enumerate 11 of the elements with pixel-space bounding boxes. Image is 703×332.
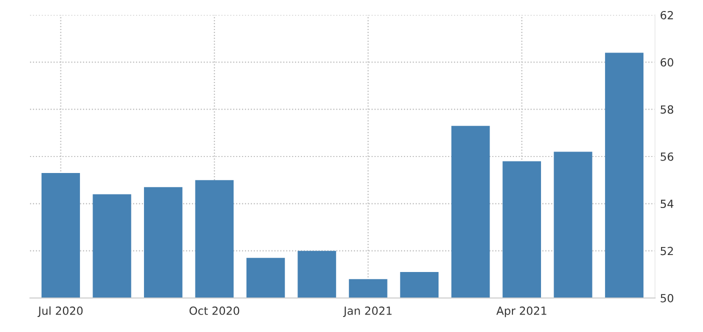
y-tick-label: 50	[660, 294, 674, 302]
y-tick-label: 62	[660, 10, 673, 20]
y-tick-label: 52	[660, 246, 673, 256]
x-tick-label: Oct 2020	[190, 306, 240, 315]
x-tick-label: Apr 2021	[496, 306, 546, 318]
x-tick-label: Jan 2021	[343, 306, 392, 317]
x-tick-label: Jul 2020	[38, 306, 83, 317]
y-tick-label: 56	[660, 152, 674, 161]
y-tick-label: 58	[660, 105, 674, 114]
y-tick-label: 60	[660, 58, 674, 67]
y-tick-label: 54	[660, 200, 674, 208]
